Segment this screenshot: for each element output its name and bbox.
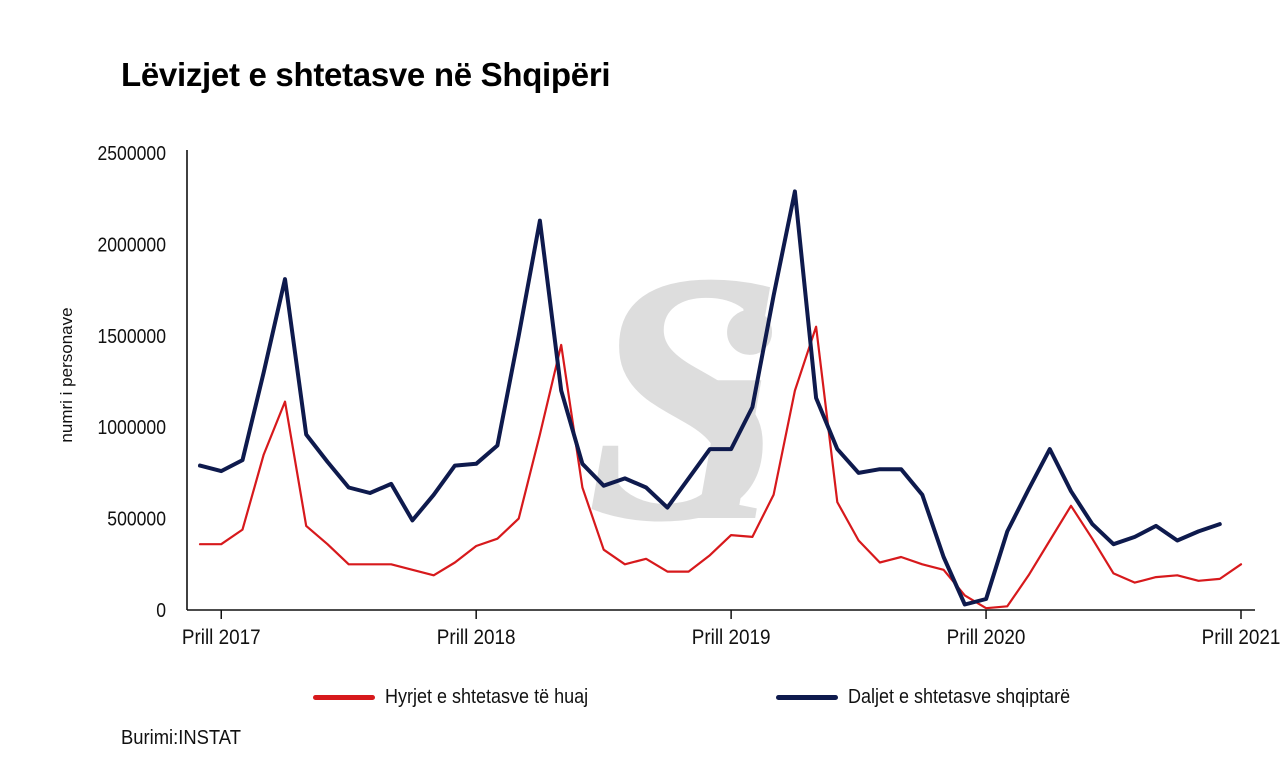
y-tick-label: 500000 bbox=[107, 508, 166, 530]
y-tick-label: 1000000 bbox=[98, 416, 166, 438]
x-tick-label: Prill 2018 bbox=[437, 626, 516, 649]
x-tick-label: Prill 2021 bbox=[1202, 626, 1280, 649]
y-tick-label: 2500000 bbox=[98, 142, 166, 164]
y-axis-ticks: 0 500000 1000000 1500000 2000000 2500000 bbox=[98, 142, 166, 621]
series-line-0 bbox=[198, 325, 1243, 610]
y-tick-label: 0 bbox=[156, 599, 166, 621]
source-note: Burimi:INSTAT bbox=[121, 727, 241, 749]
x-tick-label: Prill 2017 bbox=[182, 626, 261, 649]
axes bbox=[186, 150, 1255, 611]
y-axis-label: numri i personave bbox=[57, 307, 76, 442]
svg-text:S: S bbox=[585, 197, 785, 596]
series-line-1 bbox=[198, 189, 1222, 607]
y-tick-label: 2000000 bbox=[98, 233, 166, 255]
x-axis-ticks: Prill 2017 Prill 2018 Prill 2019 Prill 2020… bbox=[182, 610, 1280, 649]
y-tick-label: 1500000 bbox=[98, 325, 166, 347]
series-lines bbox=[198, 189, 1243, 610]
x-tick-label: Prill 2019 bbox=[692, 626, 771, 649]
svg-text:i: i bbox=[690, 251, 774, 583]
x-tick-label: Prill 2020 bbox=[947, 626, 1026, 649]
watermark-logo: S i bbox=[585, 197, 785, 596]
chart-title: Lëvizjet e shtetasve në Shqipëri bbox=[121, 56, 611, 93]
